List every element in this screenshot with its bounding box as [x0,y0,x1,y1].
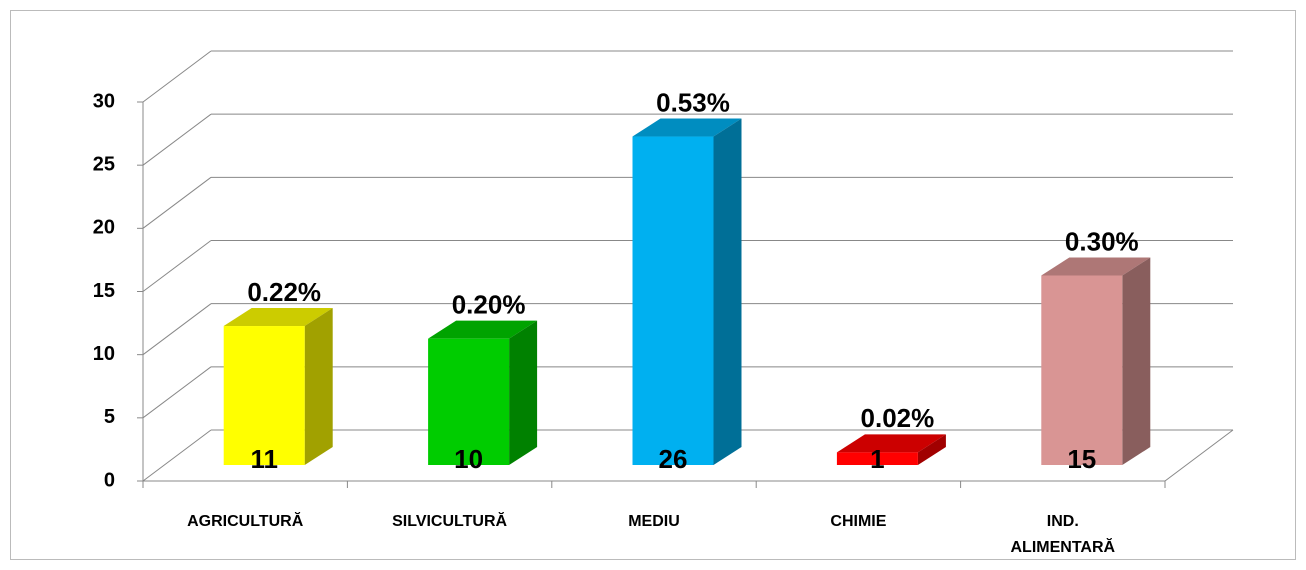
bar-top [428,320,538,339]
grid-line-side [142,366,212,419]
x-tick-label: MEDIU [628,513,680,530]
grid-line-side [142,303,212,356]
grid-line-side [142,113,212,166]
floor-edge [1164,429,1234,482]
percent-label: 0.22% [247,277,321,307]
y-tick-label: 10 [93,343,115,365]
value-label: 11 [250,444,278,474]
grid-line-side [142,429,212,482]
grid-line-side [142,176,212,229]
y-tick-label: 15 [93,280,115,302]
y-tick-label: 0 [104,469,115,491]
x-tick-label: AGRICULTURĂ [187,513,304,530]
x-tick-label: CHIMIE [830,513,887,530]
chart-border [10,10,1296,560]
grid-line-side [142,50,212,103]
bar-side [304,308,333,465]
percent-label: 0.53% [656,87,730,117]
percent-label: 0.02% [861,403,935,433]
bar [223,326,305,465]
bar-side [917,434,946,465]
bar-top [1041,257,1151,276]
bar-side [713,118,742,466]
bar [428,338,510,465]
y-tick-label: 25 [93,153,115,175]
bar-top [632,118,742,137]
y-tick-label: 20 [93,217,115,239]
bar-side [1122,257,1151,465]
value-label: 15 [1067,444,1096,474]
y-tick-label: 5 [104,406,115,428]
value-label: 26 [659,444,688,474]
value-label: 10 [454,444,483,474]
x-tick-label: SILVICULTURĂ [392,513,508,530]
y-tick-label: 30 [93,90,115,112]
bar [1041,275,1123,465]
grid-line-side [142,240,212,292]
value-label: 1 [870,444,884,474]
percent-label: 0.30% [1065,226,1139,256]
percent-label: 0.20% [452,290,526,320]
bar-top [223,308,333,327]
bar-side [509,320,538,465]
bar [836,452,918,465]
bar [632,136,714,466]
bar-top [836,434,946,453]
x-tick-label: IND. ALIMENTARĂ [1010,513,1116,556]
